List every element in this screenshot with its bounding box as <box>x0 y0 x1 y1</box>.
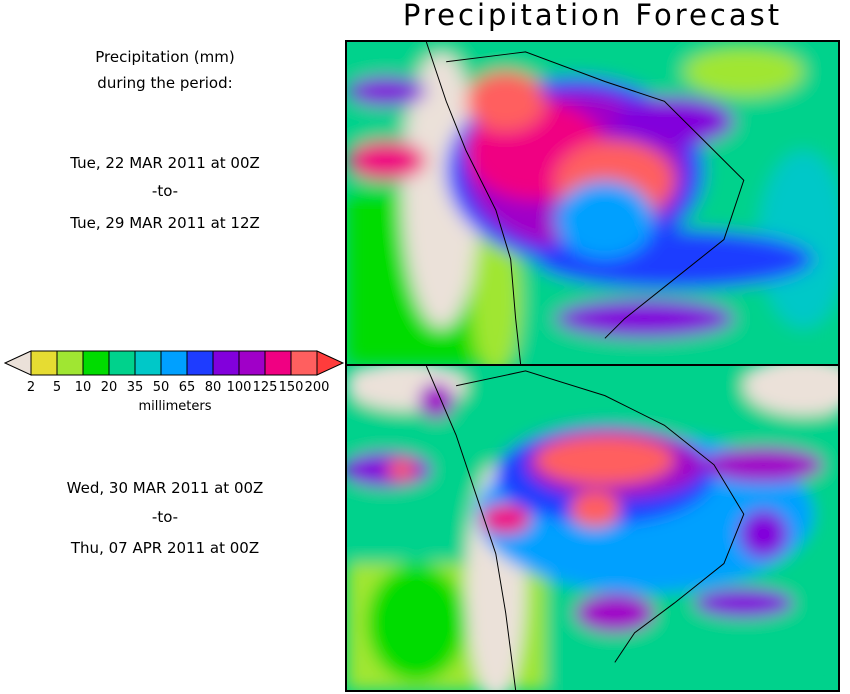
legend-color-box <box>134 350 162 376</box>
map-panel-period-2 <box>345 364 840 692</box>
legend-tick-label: 5 <box>52 380 62 395</box>
legend-tick-label: 100 <box>226 380 252 395</box>
legend-color-box <box>186 350 214 376</box>
legend-color-box <box>108 350 136 376</box>
description-line-1: Precipitation (mm) <box>95 48 235 66</box>
legend-tick-label: 2 <box>26 380 36 395</box>
period-2-end: Thu, 07 APR 2011 at 00Z <box>70 539 260 557</box>
period-1-end: Tue, 29 MAR 2011 at 12Z <box>70 214 260 232</box>
legend-color-box <box>212 350 240 376</box>
period-2-start: Wed, 30 MAR 2011 at 00Z <box>66 479 264 497</box>
legend-tick-label: 65 <box>178 380 196 395</box>
legend-color-box <box>264 350 292 376</box>
legend-tick-label: 80 <box>204 380 222 395</box>
legend-color-box <box>290 350 318 376</box>
legend-under-triangle <box>4 350 32 376</box>
legend-tick-label: 35 <box>126 380 144 395</box>
legend-color-box <box>56 350 84 376</box>
legend-units: millimeters <box>138 399 212 414</box>
period-1-start: Tue, 22 MAR 2011 at 00Z <box>70 154 260 172</box>
period-2-separator: -to- <box>151 508 179 526</box>
legend-color-box <box>82 350 110 376</box>
legend-tick-label: 20 <box>100 380 118 395</box>
legend-tick-label: 125 <box>252 380 278 395</box>
legend-color-box <box>30 350 58 376</box>
description-line-2: during the period: <box>97 74 233 92</box>
legend-tick-label: 200 <box>304 380 330 395</box>
map-panel-period-1 <box>345 40 840 366</box>
legend-over-triangle <box>316 350 345 376</box>
legend-color-box <box>238 350 266 376</box>
legend-tick-label: 50 <box>152 380 170 395</box>
period-1-separator: -to- <box>151 182 179 200</box>
color-legend-labels: 2 5 10 20 35 50 65 80 100 125 150 200 <box>0 380 345 396</box>
legend-tick-label: 10 <box>74 380 92 395</box>
chart-title: Precipitation Forecast <box>402 0 783 32</box>
color-legend-bar <box>4 350 345 376</box>
legend-tick-label: 150 <box>278 380 304 395</box>
legend-color-box <box>160 350 188 376</box>
